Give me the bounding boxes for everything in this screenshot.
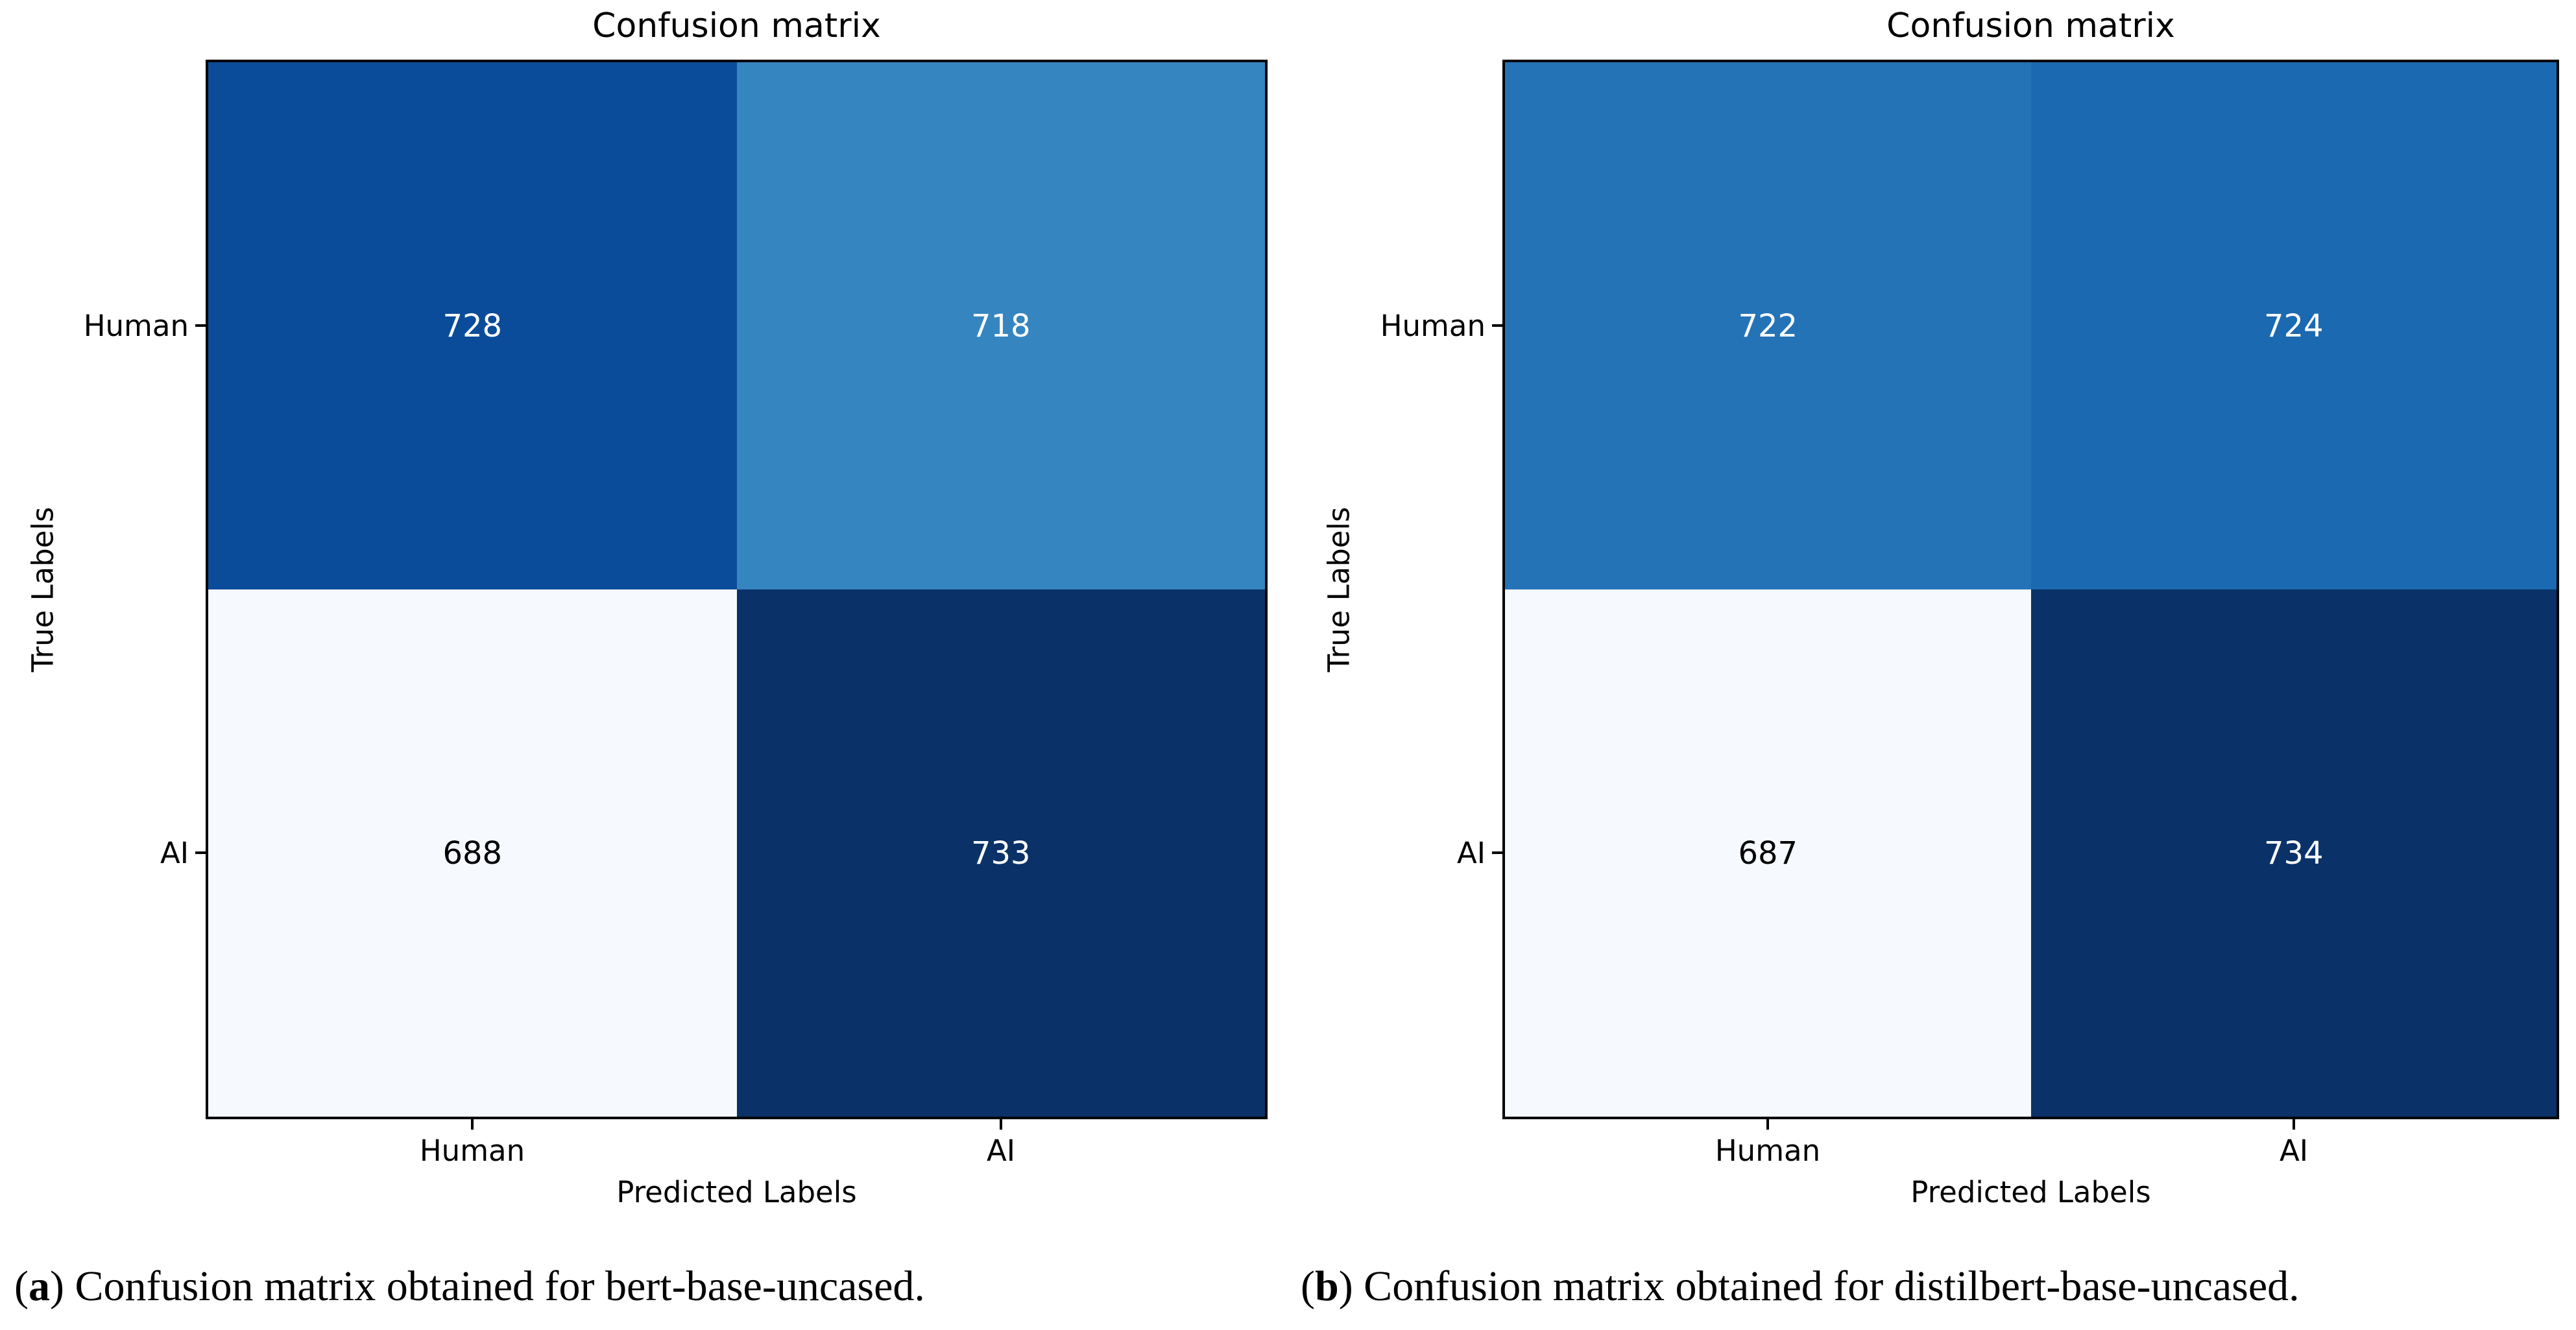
caption-b-text: ) Confusion matrix obtained for distilbe… — [1338, 1263, 2300, 1310]
caption-b-paren-open: ( — [1301, 1263, 1315, 1310]
chart-b-y-tick-mark-human — [1492, 324, 1502, 327]
chart-b-plot-area: 722 724 687 734 — [1502, 60, 2559, 1119]
chart-a-y-tick-human: Human — [83, 309, 189, 343]
caption-a-paren-open: ( — [14, 1263, 29, 1310]
chart-b-cell-human-ai: 724 — [2030, 62, 2557, 589]
chart-a-y-axis-label: True Labels — [25, 506, 60, 672]
caption-b: (b) Confusion matrix obtained for distil… — [1301, 1261, 2300, 1312]
cell-value: 724 — [2263, 307, 2324, 344]
chart-a-y-tick-mark-human — [195, 324, 206, 327]
chart-a-x-tick-human: Human — [419, 1134, 525, 1168]
cell-value: 687 — [1738, 835, 1798, 872]
cell-value: 728 — [442, 307, 503, 344]
chart-a-y-tick-mark-ai — [195, 851, 206, 854]
caption-a-text: ) Confusion matrix obtained for bert-bas… — [49, 1263, 925, 1310]
chart-a-cell-human-human: 728 — [208, 62, 737, 589]
cell-value: 718 — [970, 307, 1031, 344]
caption-a: (a) Confusion matrix obtained for bert-b… — [14, 1261, 925, 1312]
chart-b-x-tick-human: Human — [1715, 1134, 1821, 1168]
chart-b-x-tick-ai: AI — [2279, 1134, 2309, 1168]
chart-b-x-axis-label: Predicted Labels — [1910, 1175, 2151, 1209]
chart-b-y-axis-label: True Labels — [1321, 506, 1356, 672]
chart-a-cell-ai-ai: 733 — [736, 589, 1265, 1117]
chart-b-y-tick-human: Human — [1380, 309, 1486, 343]
chart-a-title: Confusion matrix — [592, 6, 881, 45]
cell-value: 688 — [442, 835, 503, 872]
chart-b-cell-human-human: 722 — [1505, 62, 2031, 589]
chart-a-plot-area: 728 718 688 733 — [206, 60, 1268, 1119]
chart-a-x-tick-mark-human — [471, 1119, 474, 1130]
chart-b-cell-ai-ai: 734 — [2030, 589, 2557, 1117]
caption-a-label: a — [28, 1263, 50, 1310]
chart-a-x-tick-mark-ai — [1000, 1119, 1002, 1130]
chart-a-y-tick-ai: AI — [160, 836, 189, 870]
cell-value: 734 — [2263, 835, 2324, 872]
chart-b-x-tick-mark-human — [1766, 1119, 1769, 1130]
cell-value: 733 — [970, 835, 1031, 872]
chart-b-title: Confusion matrix — [1886, 6, 2175, 45]
chart-a-x-tick-ai: AI — [986, 1134, 1016, 1168]
chart-a-x-axis-label: Predicted Labels — [616, 1175, 857, 1209]
chart-b-cell-ai-human: 687 — [1505, 589, 2031, 1117]
cell-value: 722 — [1738, 307, 1798, 344]
chart-b-y-tick-mark-ai — [1492, 851, 1502, 854]
chart-b-y-tick-ai: AI — [1456, 836, 1486, 870]
chart-b-x-tick-mark-ai — [2293, 1119, 2295, 1130]
caption-b-label: b — [1314, 1263, 1339, 1310]
chart-a-cell-human-ai: 718 — [736, 62, 1265, 589]
chart-a-cell-ai-human: 688 — [208, 589, 737, 1117]
